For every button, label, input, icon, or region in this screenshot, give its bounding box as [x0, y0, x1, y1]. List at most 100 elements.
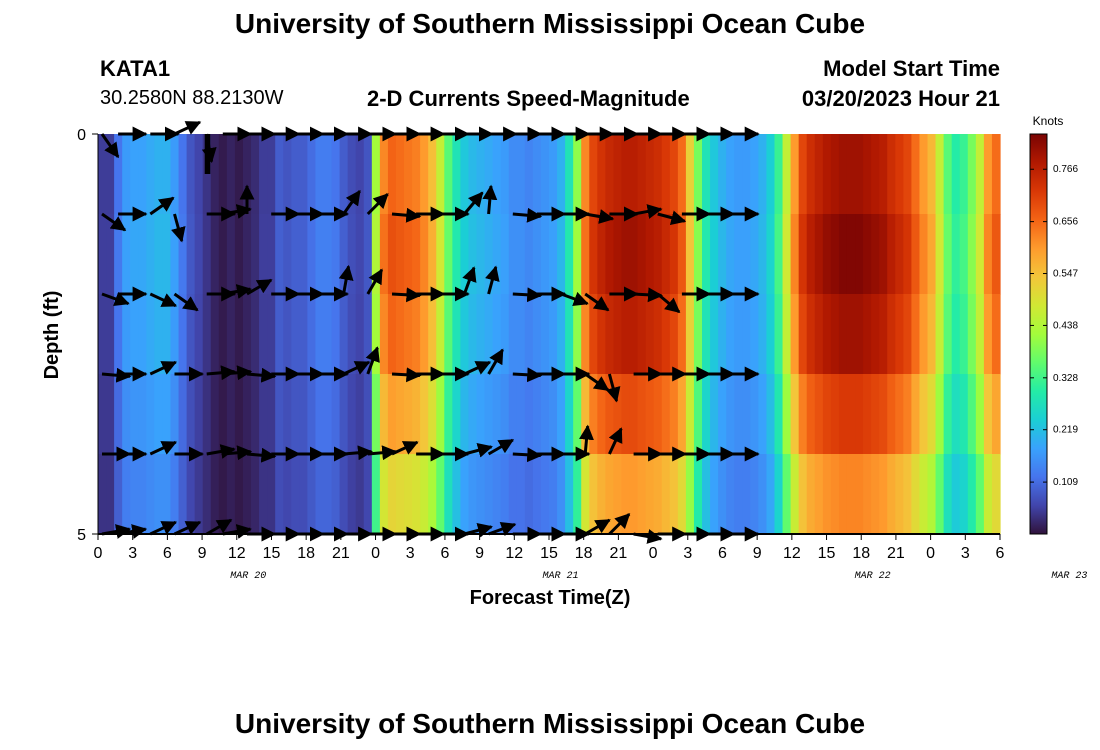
heatmap-cell: [790, 294, 800, 375]
heatmap-cell: [234, 134, 244, 215]
heatmap-cell: [484, 454, 494, 535]
heatmap-cell: [130, 134, 139, 215]
heatmap-cell: [476, 454, 486, 535]
heatmap-cell: [597, 134, 606, 215]
heatmap-cell: [919, 374, 929, 455]
heatmap-cell: [613, 134, 623, 215]
heatmap-cell: [726, 294, 735, 375]
x-tick-label: 9: [753, 545, 762, 562]
heatmap-cell: [283, 134, 292, 215]
x-tick-label: 6: [718, 545, 727, 562]
heatmap-cell: [573, 454, 582, 535]
heatmap-cell: [975, 454, 985, 535]
heatmap-cell: [194, 294, 204, 375]
x-tick-label: 0: [371, 545, 380, 562]
heatmap-cell: [524, 294, 534, 375]
heatmap-cell: [726, 454, 735, 535]
heatmap-cell: [291, 294, 300, 375]
heatmap-cell: [911, 454, 921, 535]
current-vector: [633, 287, 663, 303]
heatmap-cell: [387, 454, 397, 535]
heatmap-cell: [291, 374, 300, 455]
heatmap-cell: [170, 294, 180, 375]
heatmap-cell: [516, 374, 526, 455]
heatmap-cell: [613, 454, 623, 535]
heatmap-cell: [524, 214, 534, 295]
heatmap-cell: [347, 454, 357, 535]
heatmap-cell: [685, 454, 695, 535]
heatmap-cell: [146, 454, 155, 535]
heatmap-cell: [106, 134, 115, 215]
current-vector: [633, 204, 663, 219]
heatmap-cell: [871, 454, 880, 535]
heatmap-cell: [887, 294, 896, 375]
heatmap-cell: [863, 454, 872, 535]
heatmap-cell: [935, 294, 945, 375]
heatmap-cell: [943, 374, 953, 455]
heatmap-cell: [347, 214, 357, 295]
heatmap-cell: [629, 454, 639, 535]
colorbar-tick-label: 0.547: [1053, 269, 1078, 280]
current-vector: [343, 445, 373, 461]
heatmap-cell: [436, 374, 445, 455]
current-vector: [206, 444, 236, 459]
heatmap-cell: [645, 454, 655, 535]
current-vector: [462, 266, 477, 295]
heatmap-cell: [830, 134, 840, 215]
x-tick-label: 6: [440, 545, 449, 562]
heatmap-cell: [798, 374, 808, 455]
heatmap-cell: [621, 454, 631, 535]
heatmap-cell: [895, 214, 904, 295]
heatmap-cell: [589, 294, 598, 375]
heatmap-cell: [130, 454, 139, 535]
current-vector: [512, 287, 543, 303]
heatmap-cell: [959, 374, 969, 455]
heatmap-cell: [718, 374, 727, 455]
heatmap-cell: [291, 214, 300, 295]
heatmap-cell: [565, 214, 574, 295]
heatmap-cell: [975, 294, 985, 375]
heatmap-cell: [267, 214, 276, 295]
heatmap-cell: [814, 374, 824, 455]
heatmap-cell: [226, 214, 236, 295]
current-vector: [222, 365, 253, 381]
heatmap-cell: [484, 214, 494, 295]
heatmap-cell: [758, 454, 768, 535]
current-vector: [101, 212, 127, 232]
heatmap-cell: [887, 374, 896, 455]
heatmap-cell: [685, 374, 695, 455]
current-vector: [173, 292, 199, 312]
heatmap-cell: [742, 134, 751, 215]
heatmap-cell: [468, 454, 478, 535]
heatmap-cell: [557, 294, 566, 375]
heatmap-cell: [951, 294, 961, 375]
heatmap-cell: [98, 454, 107, 535]
heatmap-cell: [210, 134, 220, 215]
heatmap-cell: [895, 454, 904, 535]
heatmap-cell: [138, 134, 147, 215]
heatmap-cell: [766, 374, 776, 455]
heatmap-cell: [991, 214, 1001, 295]
heatmap-cell: [154, 374, 164, 455]
heatmap-cell: [830, 214, 840, 295]
heatmap-cell: [226, 134, 236, 215]
heatmap-cell: [645, 134, 655, 215]
colorbar-tick-label: 0.656: [1053, 217, 1078, 228]
heatmap-cell: [669, 294, 679, 375]
heatmap-cell: [395, 294, 405, 375]
heatmap-cell: [500, 454, 510, 535]
heatmap-cell: [218, 374, 228, 455]
heatmap-cell: [460, 374, 470, 455]
heatmap-cell: [218, 454, 228, 535]
heatmap-cell: [798, 454, 808, 535]
heatmap-cell: [838, 294, 848, 375]
heatmap-cell: [677, 134, 687, 215]
heatmap-cell: [307, 214, 317, 295]
heatmap-cell: [661, 214, 671, 295]
heatmap-cell: [218, 134, 228, 215]
current-vector: [584, 292, 610, 312]
heatmap-cell: [251, 214, 260, 295]
heatmap-cell: [637, 374, 647, 455]
current-vector: [101, 367, 132, 383]
heatmap-cell: [806, 294, 816, 375]
